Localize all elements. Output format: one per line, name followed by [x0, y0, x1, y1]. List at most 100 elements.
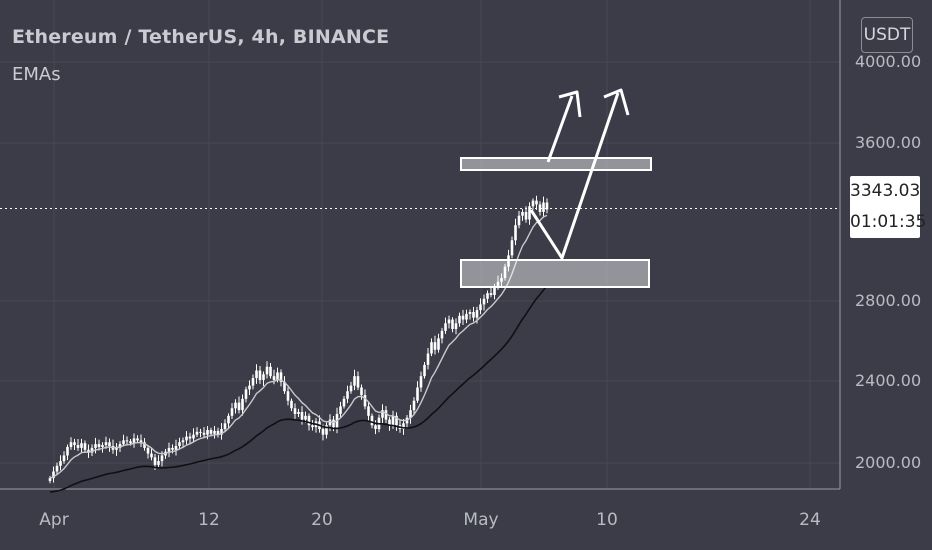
- candle-body: [472, 312, 475, 318]
- candle-body: [80, 443, 83, 448]
- candle-body: [437, 338, 440, 350]
- price-tick-label: 3600.00: [855, 133, 922, 152]
- candle-body: [388, 419, 391, 426]
- candle-body: [307, 415, 311, 426]
- candle-body: [500, 278, 503, 282]
- candle-body: [416, 387, 419, 401]
- candle-body: [311, 425, 314, 428]
- candle-body: [241, 398, 244, 411]
- candle-body: [395, 415, 398, 426]
- candle-body: [153, 457, 157, 465]
- currency-unit-button[interactable]: USDT: [861, 17, 913, 53]
- candle-body: [514, 225, 517, 241]
- candle-body: [339, 406, 342, 414]
- candle-body: [542, 202, 545, 212]
- price-tick-label: 2400.00: [855, 371, 922, 390]
- candle-body: [507, 255, 510, 267]
- candle-body: [360, 387, 363, 396]
- candle-body: [227, 415, 230, 424]
- candle-body: [199, 431, 202, 433]
- candle-body: [185, 436, 188, 441]
- pullback-arrow[interactable]: [529, 88, 630, 260]
- candle-body: [136, 438, 139, 441]
- candle-body: [76, 445, 80, 448]
- candle-body: [300, 412, 304, 420]
- candle-body: [269, 366, 272, 377]
- candle-body: [346, 391, 349, 399]
- support-zone[interactable]: [460, 259, 650, 288]
- candle-body: [132, 438, 136, 444]
- candle-body: [69, 442, 73, 447]
- candle-body: [108, 442, 111, 447]
- bar-countdown: 01:01:35: [850, 212, 927, 232]
- price-tick-label: 2800.00: [855, 291, 922, 310]
- candle-body: [479, 304, 482, 311]
- candle-body: [370, 415, 374, 426]
- candle-body: [220, 429, 223, 435]
- indicator-label[interactable]: EMAs: [12, 64, 61, 85]
- candle-body: [545, 202, 549, 210]
- candle-body: [248, 385, 251, 390]
- candle-body: [90, 447, 94, 453]
- candle-body: [521, 211, 524, 216]
- ema-fast-line: [49, 214, 548, 479]
- resistance-zone[interactable]: [460, 157, 652, 171]
- candle-body: [510, 240, 514, 256]
- candle-body: [447, 319, 451, 324]
- candle-body: [374, 425, 377, 430]
- candle-body: [213, 430, 216, 434]
- candle-body: [482, 298, 486, 305]
- candle-body: [430, 342, 433, 354]
- candle-body: [328, 419, 332, 426]
- price-tick-label: 4000.00: [855, 52, 922, 71]
- candle-body: [143, 442, 146, 448]
- breakout-arrow[interactable]: [546, 90, 582, 163]
- time-tick-label: 10: [596, 510, 618, 530]
- candle-body: [528, 206, 531, 220]
- candle-body: [304, 415, 307, 420]
- candle-body: [195, 431, 199, 435]
- candle-body: [440, 330, 444, 339]
- candle-body: [332, 419, 335, 428]
- candle-body: [342, 398, 346, 407]
- candle-body: [468, 312, 472, 314]
- candle-body: [181, 440, 185, 443]
- candle-body: [454, 323, 458, 329]
- candle-body: [444, 323, 447, 331]
- candle-body: [258, 370, 262, 380]
- candle-body: [391, 415, 395, 426]
- candle-body: [83, 443, 87, 450]
- candle-body: [118, 444, 122, 448]
- candle-body: [475, 310, 479, 318]
- candle-body: [503, 266, 507, 279]
- candle-body: [48, 478, 52, 481]
- symbol-title[interactable]: Ethereum / TetherUS, 4h, BINANCE: [12, 26, 390, 48]
- candle-body: [265, 366, 269, 375]
- candle-body: [272, 376, 276, 380]
- candle-body: [384, 410, 388, 420]
- candle-body: [367, 406, 370, 416]
- candle-body: [279, 372, 283, 382]
- candle-body: [262, 374, 265, 380]
- candle-body: [62, 455, 66, 462]
- last-price-value: 3343.03: [850, 181, 921, 201]
- candle-body: [216, 430, 220, 435]
- price-axis-panel: [840, 0, 932, 550]
- candle-body: [496, 281, 500, 288]
- time-tick-label: Apr: [39, 510, 69, 530]
- candles: [48, 195, 549, 484]
- candle-body: [223, 423, 227, 430]
- candle-body: [321, 429, 325, 435]
- candle-body: [286, 391, 290, 401]
- candle-body: [167, 447, 171, 452]
- candle-body: [461, 315, 465, 320]
- candle-body: [178, 442, 181, 447]
- candle-body: [192, 434, 195, 439]
- candle-body: [202, 432, 206, 435]
- candle-body: [73, 442, 76, 446]
- candle-body: [493, 287, 496, 296]
- candle-body: [433, 342, 437, 350]
- candle-body: [157, 461, 160, 465]
- candle-body: [171, 447, 174, 450]
